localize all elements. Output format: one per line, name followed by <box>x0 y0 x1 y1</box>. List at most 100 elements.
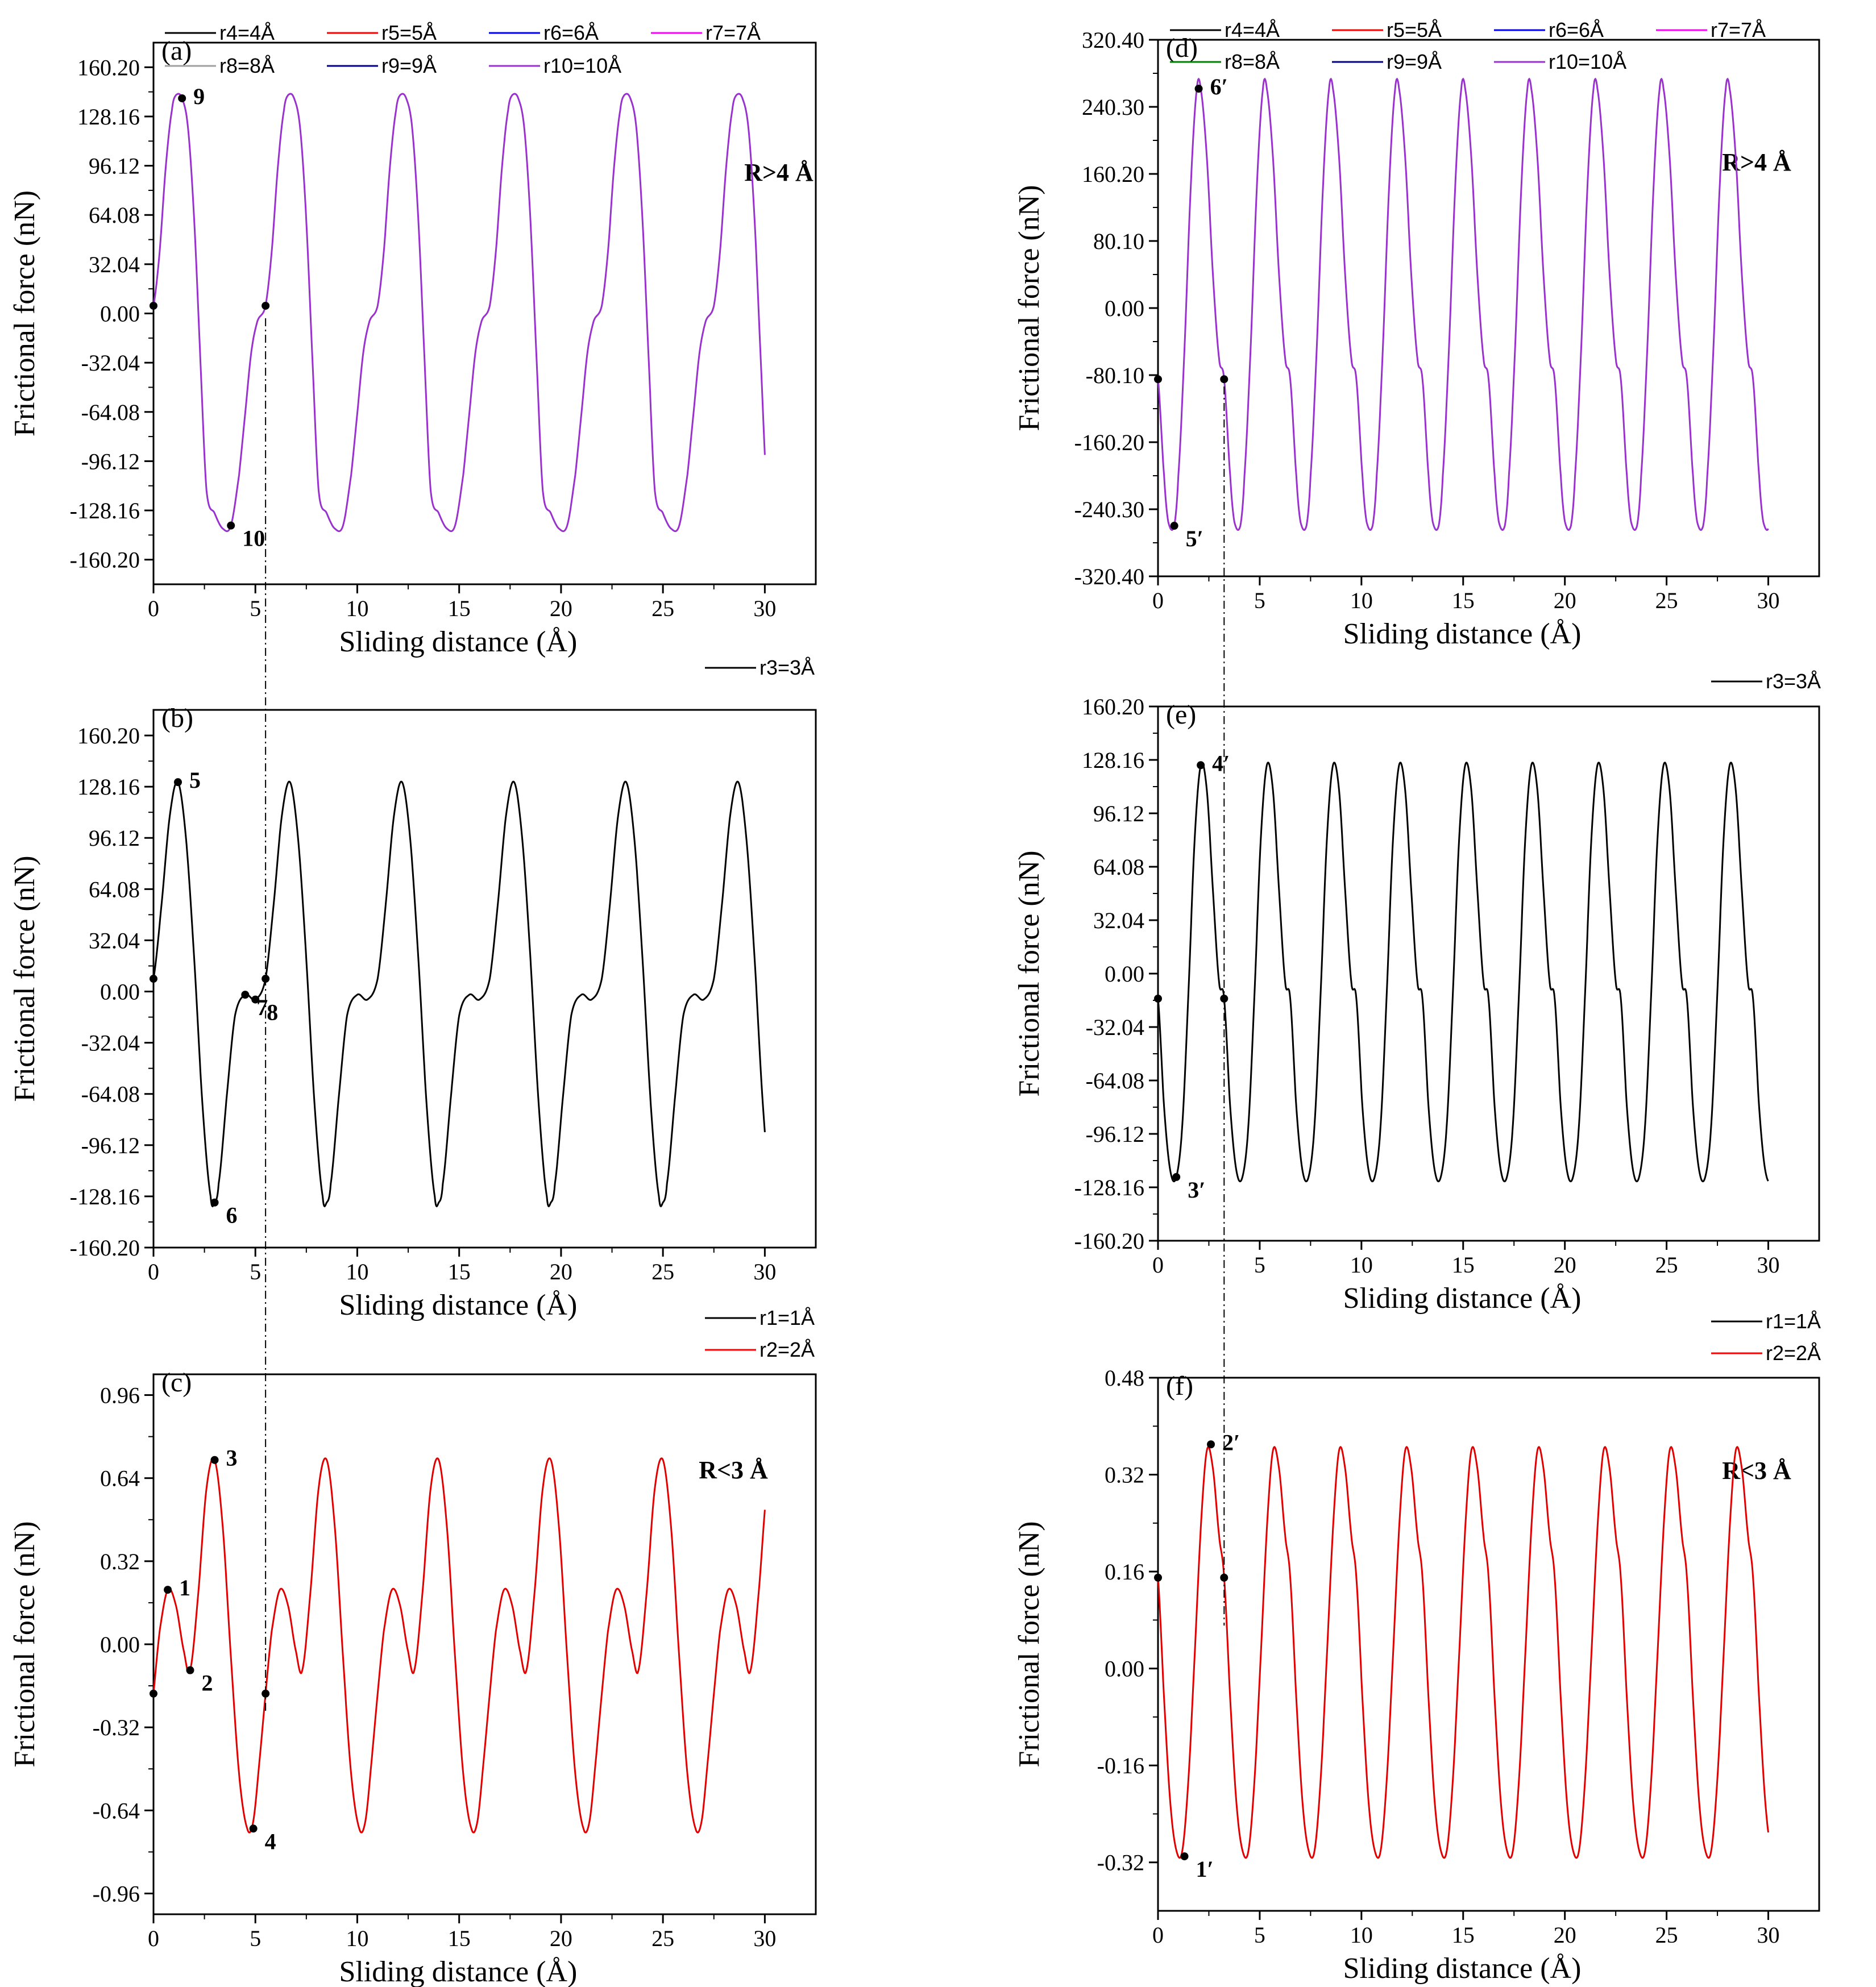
marker-point <box>210 1198 219 1207</box>
x-tick-label: 20 <box>550 1259 572 1285</box>
legend-entry: r3=3Å <box>1766 670 1821 693</box>
legend: r1=1Å r2=2Å <box>1711 1310 1821 1365</box>
legend-entry: r7=7Å <box>705 21 761 44</box>
point-label: 10 <box>242 526 265 551</box>
x-tick-label: 15 <box>448 596 471 621</box>
y-tick-label: 128.16 <box>1082 747 1144 773</box>
point-label: 9 <box>193 84 205 109</box>
panel-label: (c) <box>161 1367 192 1398</box>
legend-entry: r2=2Å <box>759 1338 815 1361</box>
marker-point <box>1154 1573 1162 1582</box>
marker-point <box>174 778 182 787</box>
marker-point <box>178 94 186 102</box>
y-tick-label: 128.16 <box>77 774 140 800</box>
y-tick-label: -240.30 <box>1074 497 1144 522</box>
point-label: 6 <box>226 1203 238 1228</box>
point-label: 4′ <box>1212 750 1230 776</box>
x-tick-label: 30 <box>753 1926 776 1951</box>
legend-entry: r6=6Å <box>543 21 599 44</box>
x-tick-label: 5 <box>250 1259 261 1285</box>
marker-point <box>1207 1440 1215 1449</box>
y-tick-label: -64.08 <box>81 400 140 425</box>
range-annotation: R>4 Å <box>1722 148 1791 176</box>
legend-entry: r4=4Å <box>1225 18 1280 41</box>
plot-frame <box>152 709 817 1249</box>
y-tick-label: -96.12 <box>81 1133 140 1158</box>
y-tick-label: 96.12 <box>89 153 140 179</box>
y-tick-label: 160.20 <box>77 723 140 749</box>
plot-frame <box>1157 705 1820 1242</box>
y-tick-label: -160.20 <box>1074 1228 1144 1254</box>
point-label: 1′ <box>1196 1856 1214 1882</box>
x-tick-label: 20 <box>1554 1922 1576 1948</box>
chart-panel-2: 0 5 10 15 20 25 30 160.20 128.16 96.12 64.08 32.04 0… <box>9 656 817 1321</box>
x-tick-label: 25 <box>651 1259 674 1285</box>
x-tick-label: 30 <box>1757 1252 1780 1278</box>
y-axis-title: Frictional force (nN) <box>9 855 41 1101</box>
y-tick-label: -32.04 <box>81 1030 140 1056</box>
y-tick-label: -128.16 <box>70 1184 140 1209</box>
marker-point <box>1220 375 1228 384</box>
x-tick-label: 0 <box>148 596 159 621</box>
y-tick-label: 96.12 <box>1093 801 1144 826</box>
marker-point <box>1154 995 1162 1003</box>
x-tick-label: 25 <box>1655 1252 1678 1278</box>
y-tick-label: -96.12 <box>1086 1121 1144 1147</box>
y-tick-label: -128.16 <box>70 498 140 523</box>
x-tick-label: 30 <box>1757 588 1780 613</box>
x-axis-title: Sliding distance (Å) <box>339 626 577 658</box>
legend-entry: r10=10Å <box>1549 50 1626 73</box>
y-tick-label: -64.08 <box>1086 1068 1144 1094</box>
legend-entry: r1=1Å <box>759 1306 815 1329</box>
marker-point <box>241 991 250 999</box>
x-tick-label: 5 <box>1254 588 1265 613</box>
data-series-line <box>152 1457 766 1834</box>
y-tick-label: 96.12 <box>89 825 140 851</box>
y-tick-label: -0.96 <box>93 1881 140 1906</box>
x-tick-label: 15 <box>448 1259 471 1285</box>
y-tick-label: 0.32 <box>100 1549 140 1574</box>
x-tick-label: 15 <box>1452 1922 1475 1948</box>
range-annotation: R>4 Å <box>744 159 814 186</box>
x-tick-label: 10 <box>1350 588 1373 613</box>
y-tick-label: 160.20 <box>77 55 140 80</box>
marker-point <box>262 301 270 310</box>
y-tick-label: -0.32 <box>93 1715 140 1740</box>
y-tick-label: -64.08 <box>81 1082 140 1107</box>
y-tick-label: -160.20 <box>1074 430 1144 455</box>
point-label: 6′ <box>1210 74 1228 99</box>
y-tick-label: 0.32 <box>1105 1462 1144 1488</box>
x-tick-label: 0 <box>1152 588 1164 613</box>
marker-point <box>1194 85 1203 93</box>
legend-entry: r6=6Å <box>1549 18 1604 41</box>
point-label: 5 <box>189 767 201 793</box>
marker-point <box>150 1689 157 1698</box>
y-tick-label: 0.64 <box>100 1466 140 1491</box>
marker-point <box>249 1824 258 1833</box>
x-tick-label: 20 <box>550 1926 572 1951</box>
marker-point <box>251 995 260 1004</box>
x-tick-label: 5 <box>1254 1922 1265 1948</box>
x-axis-title: Sliding distance (Å) <box>1343 1952 1582 1985</box>
x-axis-title: Sliding distance (Å) <box>339 1956 577 1987</box>
y-tick-label: -0.16 <box>1097 1753 1144 1778</box>
legend-entry: r9=9Å <box>1387 50 1442 73</box>
chart-panel-6: 0 5 10 15 20 25 30 0.48 0.32 0.16 0.00 -0.16 -0.32 Sl… <box>1013 1310 1821 1985</box>
x-tick-label: 0 <box>148 1259 159 1285</box>
x-tick-label: 20 <box>550 596 572 621</box>
point-label: 1 <box>179 1575 190 1601</box>
marker-point <box>164 1586 172 1594</box>
legend-entry: r4=4Å <box>219 21 275 44</box>
x-tick-label: 5 <box>1254 1252 1265 1278</box>
y-tick-label: 0.00 <box>1105 296 1144 321</box>
x-tick-label: 25 <box>651 1926 674 1951</box>
y-axis-title: Frictional force (nN) <box>1013 185 1045 431</box>
legend-entry: r5=5Å <box>381 21 437 44</box>
legend-entry: r8=8Å <box>219 54 275 77</box>
x-tick-label: 5 <box>250 596 261 621</box>
marker-point <box>210 1456 219 1464</box>
y-tick-label: 32.04 <box>89 252 140 277</box>
y-tick-label: 320.40 <box>1082 27 1144 53</box>
y-tick-label: -160.20 <box>70 547 140 573</box>
y-tick-label: 64.08 <box>89 876 140 902</box>
